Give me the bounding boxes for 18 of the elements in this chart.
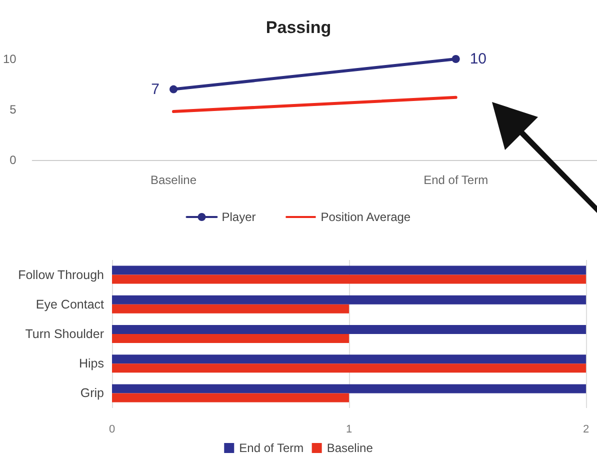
x-tick-label: 1 <box>346 424 352 436</box>
y-tick-label: 5 <box>10 102 17 116</box>
y-tick-label: Eye Contact <box>36 297 105 312</box>
legend-label: Position Average <box>320 210 411 224</box>
y-tick-label: Grip <box>80 386 104 400</box>
data-label: 10 <box>470 50 487 68</box>
data-label: 7 <box>151 80 160 98</box>
y-tick-label: 10 <box>2 52 17 66</box>
legend-label: End of Term <box>239 441 304 455</box>
y-tick-label: Turn Shoulder <box>25 327 104 341</box>
chart-title: Passing <box>266 18 332 37</box>
y-tick-label: Hips <box>78 356 104 371</box>
x-tick-label: 2 <box>582 424 590 436</box>
legend-label: Player <box>222 210 256 224</box>
x-tick-label: 0 <box>108 424 116 436</box>
y-tick-label: Follow Through <box>18 268 104 282</box>
y-tick-label: 0 <box>10 153 17 167</box>
legend-label: Baseline <box>326 441 374 455</box>
